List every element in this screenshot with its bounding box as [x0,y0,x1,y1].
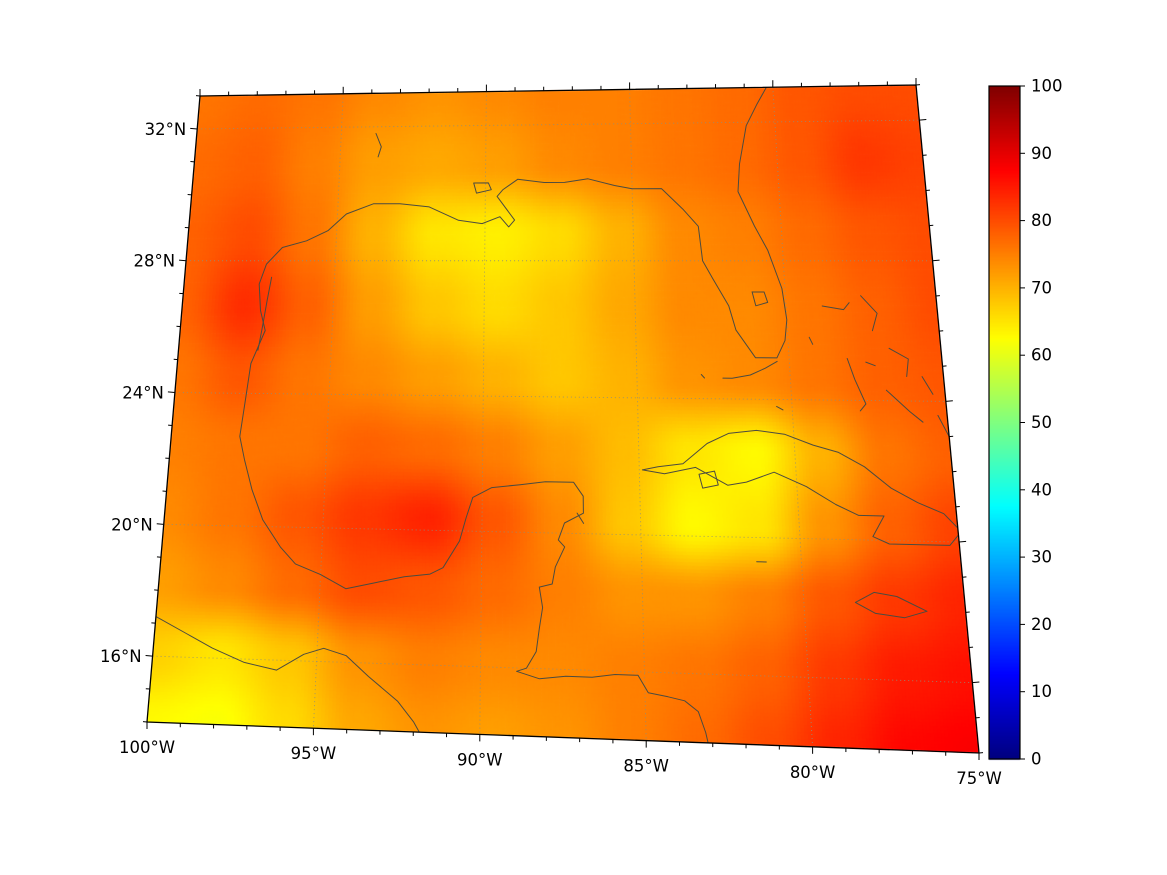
colorbar-tick-label: 70 [1031,278,1052,297]
coastline-isla-de-la-juventud [698,470,719,489]
lat-tick-label: 28°N [134,252,176,271]
coastline-bimini [808,336,814,345]
lon-tick-label: 80°W [790,763,836,782]
map-frame [146,84,980,754]
coastline-cay-sal [776,405,784,411]
lat-tick [145,655,153,657]
coastline-cat-island [921,376,934,395]
colorbar-frame [988,85,1021,760]
coastline-lake-pontchartrain [473,182,492,194]
graticule-parallel [163,523,960,543]
lat-tick-label: 24°N [122,384,164,403]
coastline-andros [846,358,867,412]
graticule-parallel [174,392,946,402]
coastline-long-island-bahamas [937,414,950,438]
graticule-meridian [312,93,344,729]
lon-tick-label: 95°W [291,744,337,763]
lat-tick-label: 16°N [100,647,142,666]
lon-tick-label: 85°W [623,757,669,776]
graticule-meridian [479,91,487,735]
colorbar-tick-label: 60 [1031,346,1052,365]
coastline-cuba [641,429,962,546]
graticule-parallel [197,119,920,130]
coastline-lake-okeechobee [751,291,769,307]
lat-tick [919,119,927,121]
lat-axis-labels: 32°N 28°N 24°N 20°N 16°N [100,120,186,666]
lat-tick [972,681,980,684]
lat-tick [959,540,967,543]
colorbar-tick-label: 40 [1031,480,1052,499]
graticule-parallel [152,655,973,684]
lon-tick-label: 100°W [119,738,175,757]
colorbar: 0 10 20 30 40 50 60 70 80 90 100 [988,77,1063,769]
colorbar-tick-label: 30 [1031,548,1052,567]
lat-tick-label: 32°N [145,120,187,139]
coastline-eleuthera [888,347,909,377]
coastline-new-providence [865,361,876,367]
lat-tick [945,400,953,402]
coastline-exuma-chain [885,389,924,423]
coastline-north-america-gulf-coast [239,85,788,751]
coastline-dry-tortugas [700,374,705,379]
coastline-toledo-bend [375,133,382,158]
graticule-meridian [629,89,647,741]
graticule-meridian [772,87,814,747]
coastline-jamaica [854,591,928,619]
colorbar-tick-label: 0 [1031,750,1042,769]
coastline-florida-keys [722,360,778,379]
coastlines [147,85,962,751]
lat-tick [190,127,198,130]
coastline-cozumel [576,512,585,524]
colorbar-tick-label: 80 [1031,211,1052,230]
lon-axis-labels: 100°W 95°W 90°W 85°W 80°W 75°W [119,738,1002,788]
colorbar-tick-label: 90 [1031,144,1052,163]
colorbar-tick-label: 50 [1031,413,1052,432]
coastline-grand-bahama [821,302,850,311]
colorbar-tick-label: 20 [1031,615,1052,634]
lon-tick-label: 75°W [956,769,1002,788]
colorbar-tick-label: 10 [1031,682,1052,701]
lat-tick [167,391,175,394]
lat-tick [179,259,187,262]
lat-tick [156,523,164,525]
lon-tick-label: 90°W [457,750,503,769]
colorbar-tick-label: 100 [1031,77,1063,96]
graticule [147,85,979,753]
coastline-abaco [860,295,878,332]
coastline-texas-barrier-island [257,276,273,351]
coastline-pacific-coast [147,609,424,740]
lat-tick [932,259,940,262]
lat-tick-label: 20°N [111,515,153,534]
axis-ticks [142,78,984,760]
